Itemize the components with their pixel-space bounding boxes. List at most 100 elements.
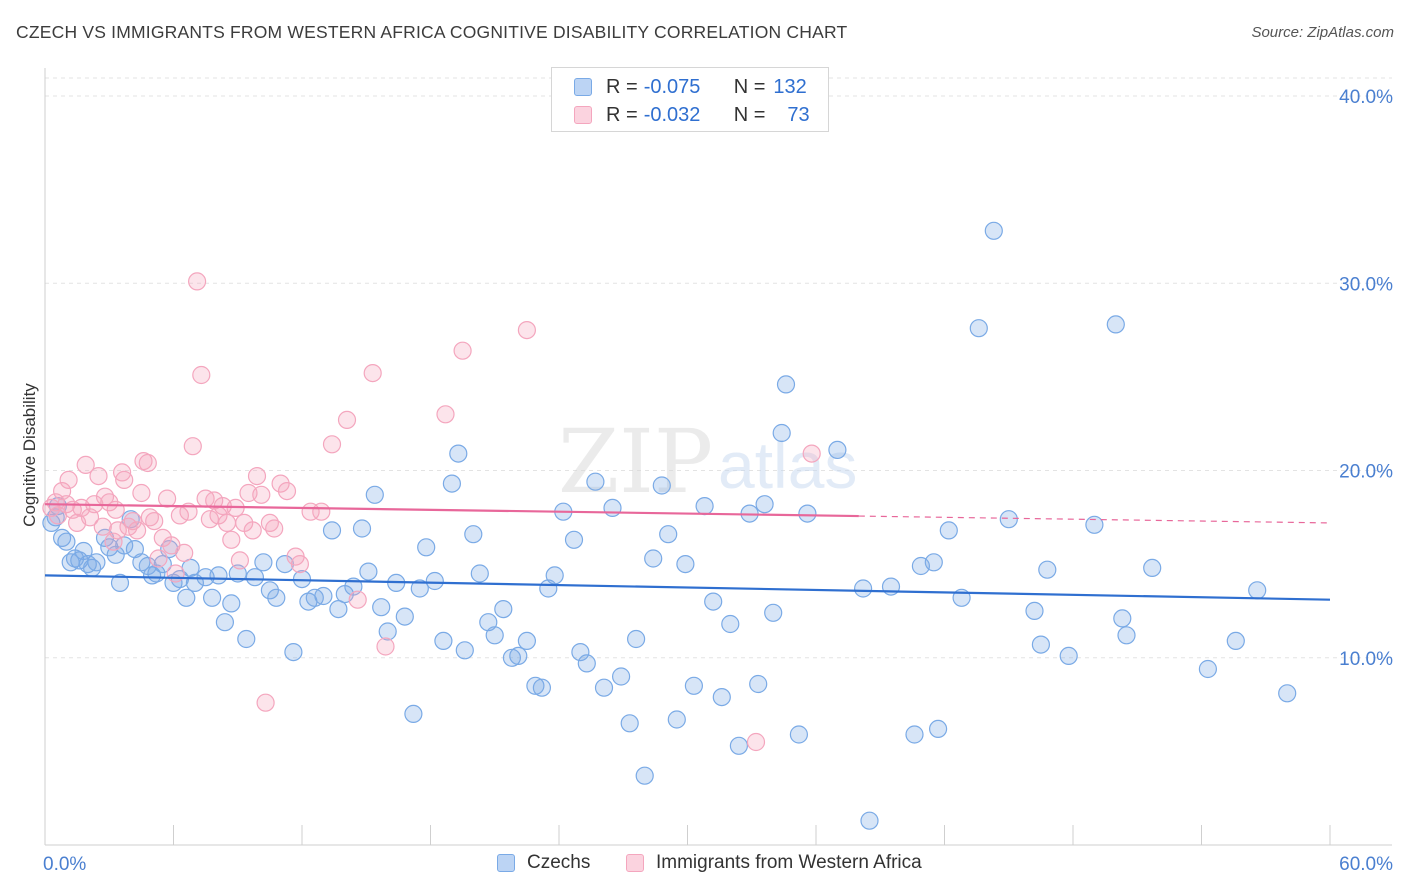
czech-point-60	[417, 538, 436, 557]
czech-point-133	[1278, 684, 1297, 703]
y-tick-label: 20.0%	[1339, 462, 1393, 483]
x-tick-label-max: 60.0%	[1339, 854, 1393, 875]
y-tick-label: 40.0%	[1339, 87, 1393, 108]
czech-point-39	[260, 581, 279, 600]
western-africa-point-46	[222, 530, 241, 549]
western-africa-point-41	[200, 510, 219, 529]
czech-point-86	[620, 714, 639, 733]
western-africa-trend-line	[44, 503, 859, 518]
czech-point-131	[1226, 631, 1245, 651]
czech-point-124	[1059, 646, 1078, 666]
czech-point-53	[365, 485, 384, 504]
legend-row-western-africa: R = -0.032 N = 73	[574, 100, 810, 130]
western-africa-point-65	[348, 590, 367, 609]
trend-lines	[44, 503, 1331, 601]
western-africa-point-58	[277, 482, 297, 501]
western-africa-point-37	[183, 437, 202, 456]
czech-point-47	[322, 521, 342, 540]
czech-point-70	[494, 599, 513, 619]
y-tick-labels: 10.0% 20.0% 30.0% 40.0%	[1339, 87, 1393, 670]
western-africa-point-63	[322, 435, 342, 454]
axes	[44, 68, 1392, 846]
western-africa-point-64	[337, 410, 357, 429]
czech-point-40	[267, 588, 286, 607]
czech-point-130	[1198, 659, 1218, 679]
czech-point-71	[502, 648, 521, 667]
western-africa-point-69	[453, 341, 472, 360]
western-africa-point-45	[217, 513, 237, 533]
czech-point-116	[939, 521, 958, 540]
czech-point-97	[712, 687, 731, 707]
western-africa-point-38	[188, 272, 207, 291]
western-africa-point-33	[166, 564, 185, 583]
czech-point-79	[564, 530, 584, 549]
correlation-legend: R = -0.075 N = 132 R = -0.032 N = 73	[551, 67, 829, 132]
czech-point-108	[828, 440, 847, 459]
bottom-legend-western-africa: Immigrants from Western Africa	[626, 852, 922, 874]
czech-point-129	[1143, 558, 1162, 578]
czech-point-64	[449, 444, 468, 463]
western-africa-point-20	[115, 470, 134, 489]
western-africa-point-71	[746, 732, 766, 752]
czech-point-121	[1025, 601, 1044, 621]
legend-n-value: 132	[773, 75, 807, 98]
watermark: ZIP atlas	[558, 410, 857, 513]
bottom-legend-swatch-czechs	[497, 854, 515, 872]
czech-point-11	[87, 553, 106, 572]
x-tick-labels: 0.0% 60.0%	[43, 854, 1393, 875]
bottom-legend-label-czechs: Czechs	[527, 852, 591, 873]
western-africa-point-13	[93, 517, 112, 536]
czech-point-81	[577, 654, 596, 673]
czech-point-126	[1106, 315, 1125, 334]
czech-point-37	[245, 568, 264, 587]
western-africa-point-17	[106, 500, 125, 519]
legend-n-value: 73	[787, 103, 810, 126]
western-africa-point-29	[149, 549, 168, 568]
czech-point-68	[479, 613, 498, 632]
czech-point-122	[1031, 635, 1051, 654]
western-africa-point-16	[104, 532, 123, 551]
czech-point-110	[860, 811, 879, 830]
czech-point-46	[314, 586, 333, 606]
czech-point-61	[425, 571, 444, 591]
czech-point-35	[228, 564, 247, 583]
czech-point-99	[729, 736, 749, 755]
czech-point-75	[532, 678, 552, 697]
czech-point-67	[470, 564, 489, 583]
western-africa-point-22	[123, 511, 142, 531]
western-africa-point-56	[265, 519, 284, 538]
western-africa-point-67	[376, 637, 395, 656]
czech-point-128	[1117, 626, 1136, 645]
western-africa-point-57	[271, 474, 290, 493]
western-africa-point-23	[128, 521, 147, 540]
czech-trend-line	[44, 574, 1331, 601]
czech-point-73	[517, 631, 537, 651]
czech-point-31	[203, 588, 222, 607]
czech-point-15	[110, 573, 130, 593]
czech-point-105	[776, 375, 796, 394]
czech-points	[42, 221, 1297, 830]
czech-point-87	[626, 629, 646, 649]
western-africa-point-39	[192, 365, 211, 385]
western-africa-point-26	[138, 453, 157, 473]
chart-title: CZECH VS IMMIGRANTS FROM WESTERN AFRICA …	[16, 22, 848, 42]
czech-point-102	[755, 495, 774, 514]
czech-point-66	[464, 525, 483, 544]
western-africa-point-48	[230, 551, 249, 570]
western-africa-trend-extension	[858, 515, 1331, 524]
western-africa-point-19	[112, 463, 132, 482]
czech-point-93	[676, 554, 695, 574]
czech-point-82	[586, 472, 605, 491]
western-africa-point-66	[363, 364, 382, 383]
legend-r-label: R =	[606, 103, 638, 126]
czech-point-119	[984, 221, 1003, 240]
western-africa-point-53	[252, 485, 271, 504]
czech-point-54	[372, 598, 391, 617]
czech-point-89	[644, 549, 663, 568]
western-africa-point-18	[108, 521, 127, 540]
western-africa-point-62	[312, 502, 331, 521]
legend-r-label: R =	[606, 75, 638, 98]
watermark-zip: ZIP	[558, 410, 713, 513]
western-africa-point-51	[243, 521, 262, 540]
